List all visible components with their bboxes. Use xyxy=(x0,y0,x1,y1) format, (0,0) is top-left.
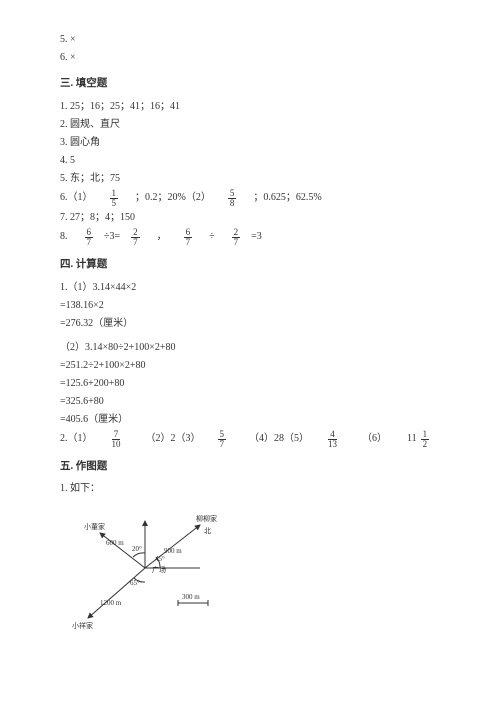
fill-8a: 8. xyxy=(60,229,68,245)
lbl-65: 65° xyxy=(130,579,140,587)
section-calc-title: 四. 计算题 xyxy=(60,257,450,274)
calc-9b: （2）2（3） xyxy=(146,431,201,447)
frac-1-5: 15 xyxy=(110,189,119,208)
calc-9: 2.（1） 710 （2）2（3） 57 （4）28（5） 413 （6） 11… xyxy=(60,430,450,449)
fill-6a: 6.（1） xyxy=(60,190,93,206)
lbl-liuliu: 柳柳家 xyxy=(196,514,217,523)
answer-6: 6. × xyxy=(60,50,450,66)
lbl-guangchang: 广场 xyxy=(152,565,166,574)
calc-1: 1.（1）3.14×44×2 xyxy=(60,280,450,296)
frac-4-13: 413 xyxy=(326,430,339,449)
fill-8-div3: ÷3= xyxy=(104,229,120,245)
lbl-900m: 900 m xyxy=(164,547,182,555)
fill-1: 1. 25；16；25；41；16；41 xyxy=(60,99,450,115)
fill-6c: ；0.625；62.5% xyxy=(253,190,321,206)
frac-5-8: 58 xyxy=(228,189,237,208)
section-draw-title: 五. 作图题 xyxy=(60,459,450,476)
fill-2: 2. 圆规、直尺 xyxy=(60,117,450,133)
calc-9a: 2.（1） xyxy=(60,431,93,447)
fill-3: 3. 圆心角 xyxy=(60,135,450,151)
section-fill-title: 三. 填空题 xyxy=(60,76,450,93)
lbl-north: 北 xyxy=(204,527,211,535)
fill-8-eq3: =3 xyxy=(251,229,262,245)
answer-5: 5. × xyxy=(60,32,450,48)
frac-5-7: 57 xyxy=(218,430,227,449)
calc-9c: （4）28（5） xyxy=(249,431,309,447)
frac-2-7-a: 27 xyxy=(131,228,140,247)
direction-diagram: 小董家 柳柳家 小祥家 广场 北 600 m 900 m 1200 m 300 … xyxy=(60,503,450,633)
frac-2-7-b: 27 xyxy=(232,228,241,247)
fill-6b: ；0.2；20%（2） xyxy=(135,190,211,206)
lbl-600m: 600 m xyxy=(106,539,124,547)
calc-4: （2）3.14×80÷2+100×2+80 xyxy=(60,340,450,356)
calc-8: =405.6（厘米） xyxy=(60,412,450,428)
frac-6-7-a: 67 xyxy=(85,228,94,247)
draw-1: 1. 如下： xyxy=(60,481,450,497)
lbl-20: 20° xyxy=(132,545,142,553)
calc-2: =138.16×2 xyxy=(60,298,450,314)
fill-5: 5. 东；北；75 xyxy=(60,171,450,187)
fill-8-div: ÷ xyxy=(209,229,215,245)
fill-8: 8. 67 ÷3= 27 ， 67 ÷ 27 =3 xyxy=(60,228,450,247)
fill-6: 6.（1） 15 ；0.2；20%（2） 58 ；0.625；62.5% xyxy=(60,189,450,208)
lbl-1200m: 1200 m xyxy=(100,599,122,607)
calc-5: =251.2÷2+100×2+80 xyxy=(60,358,450,374)
lbl-45: 45° xyxy=(155,555,165,563)
fill-8-comma: ， xyxy=(157,229,167,245)
calc-7: =325.6+80 xyxy=(60,394,450,410)
calc-9d: （6） xyxy=(362,431,387,447)
mixed-11-1-2: 11 12 xyxy=(407,430,432,449)
calc-6: =125.6+200+80 xyxy=(60,376,450,392)
lbl-xiaoxiang: 小祥家 xyxy=(72,621,93,630)
frac-6-7-b: 67 xyxy=(184,228,193,247)
lbl-xiaodong: 小董家 xyxy=(84,522,105,531)
frac-7-10: 710 xyxy=(110,430,123,449)
calc-3: =276.32（厘米） xyxy=(60,316,450,332)
lbl-300m: 300 m xyxy=(182,593,200,601)
fill-7: 7. 27；8；4；150 xyxy=(60,210,450,226)
fill-4: 4. 5 xyxy=(60,153,450,169)
